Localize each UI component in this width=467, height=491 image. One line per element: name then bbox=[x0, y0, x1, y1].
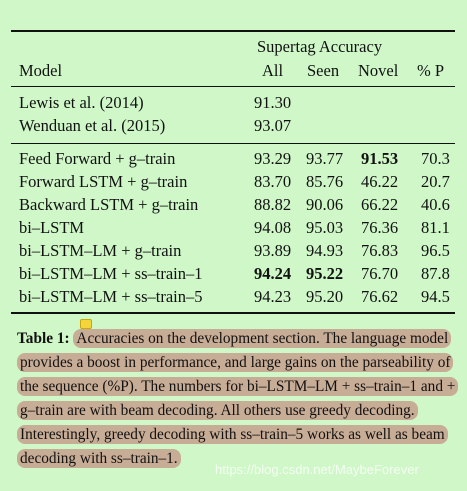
row-novel: 76.62 bbox=[361, 287, 399, 306]
table-header-rule bbox=[11, 86, 455, 87]
row-p: 20.7 bbox=[421, 172, 450, 191]
row-p: 87.8 bbox=[421, 264, 450, 283]
header-percent-p: % P bbox=[417, 61, 445, 80]
table-section-rule bbox=[11, 143, 455, 144]
row-p: 70.3 bbox=[421, 149, 450, 168]
row-seen: 94.93 bbox=[306, 241, 344, 260]
row-model: Forward LSTM + g–train bbox=[19, 172, 188, 191]
caption-highlighted-text[interactable]: Accuracies on the development section. T… bbox=[17, 329, 459, 468]
table-top-rule bbox=[11, 30, 455, 32]
row-novel: 91.53 bbox=[361, 149, 399, 168]
row-seen: 85.76 bbox=[306, 172, 344, 191]
watermark-text: https://blog.csdn.net/MaybeForever bbox=[215, 462, 419, 477]
row-novel: 76.83 bbox=[361, 241, 399, 260]
header-model: Model bbox=[19, 61, 63, 80]
row-model: bi–LSTM–LM + ss–train–5 bbox=[19, 287, 203, 306]
row-seen: 93.77 bbox=[306, 149, 344, 168]
row-p: 81.1 bbox=[421, 218, 450, 237]
row-model: bi–LSTM–LM + g–train bbox=[19, 241, 182, 260]
caption-label: Table 1: bbox=[17, 330, 70, 347]
row-p: 40.6 bbox=[421, 195, 450, 214]
row-all: 94.24 bbox=[254, 264, 292, 283]
row-all: 93.29 bbox=[254, 149, 292, 168]
row-all: 91.30 bbox=[254, 93, 292, 112]
row-all: 93.07 bbox=[254, 116, 292, 135]
row-novel: 66.22 bbox=[361, 195, 399, 214]
row-model: bi–LSTM bbox=[19, 218, 85, 237]
header-supertag-accuracy: Supertag Accuracy bbox=[257, 37, 383, 56]
table-caption: Table 1: Accuracies on the development s… bbox=[17, 327, 459, 471]
row-model: Backward LSTM + g–train bbox=[19, 195, 199, 214]
row-p: 96.5 bbox=[421, 241, 450, 260]
row-all: 88.82 bbox=[254, 195, 292, 214]
row-novel: 76.36 bbox=[361, 218, 399, 237]
row-model: Wenduan et al. (2015) bbox=[19, 116, 166, 135]
table-bottom-rule bbox=[11, 312, 455, 314]
row-model: Feed Forward + g–train bbox=[19, 149, 176, 168]
row-seen: 95.20 bbox=[306, 287, 344, 306]
row-p: 94.5 bbox=[421, 287, 450, 306]
row-model: Lewis et al. (2014) bbox=[19, 93, 144, 112]
row-all: 83.70 bbox=[254, 172, 292, 191]
row-model: bi–LSTM–LM + ss–train–1 bbox=[19, 264, 203, 283]
row-all: 93.89 bbox=[254, 241, 292, 260]
row-novel: 46.22 bbox=[361, 172, 399, 191]
row-novel: 76.70 bbox=[361, 264, 399, 283]
row-all: 94.08 bbox=[254, 218, 292, 237]
row-seen: 95.22 bbox=[306, 264, 344, 283]
row-all: 94.23 bbox=[254, 287, 292, 306]
row-seen: 90.06 bbox=[306, 195, 344, 214]
header-all: All bbox=[262, 61, 284, 80]
row-seen: 95.03 bbox=[306, 218, 344, 237]
header-novel: Novel bbox=[358, 61, 399, 80]
header-seen: Seen bbox=[307, 61, 340, 80]
